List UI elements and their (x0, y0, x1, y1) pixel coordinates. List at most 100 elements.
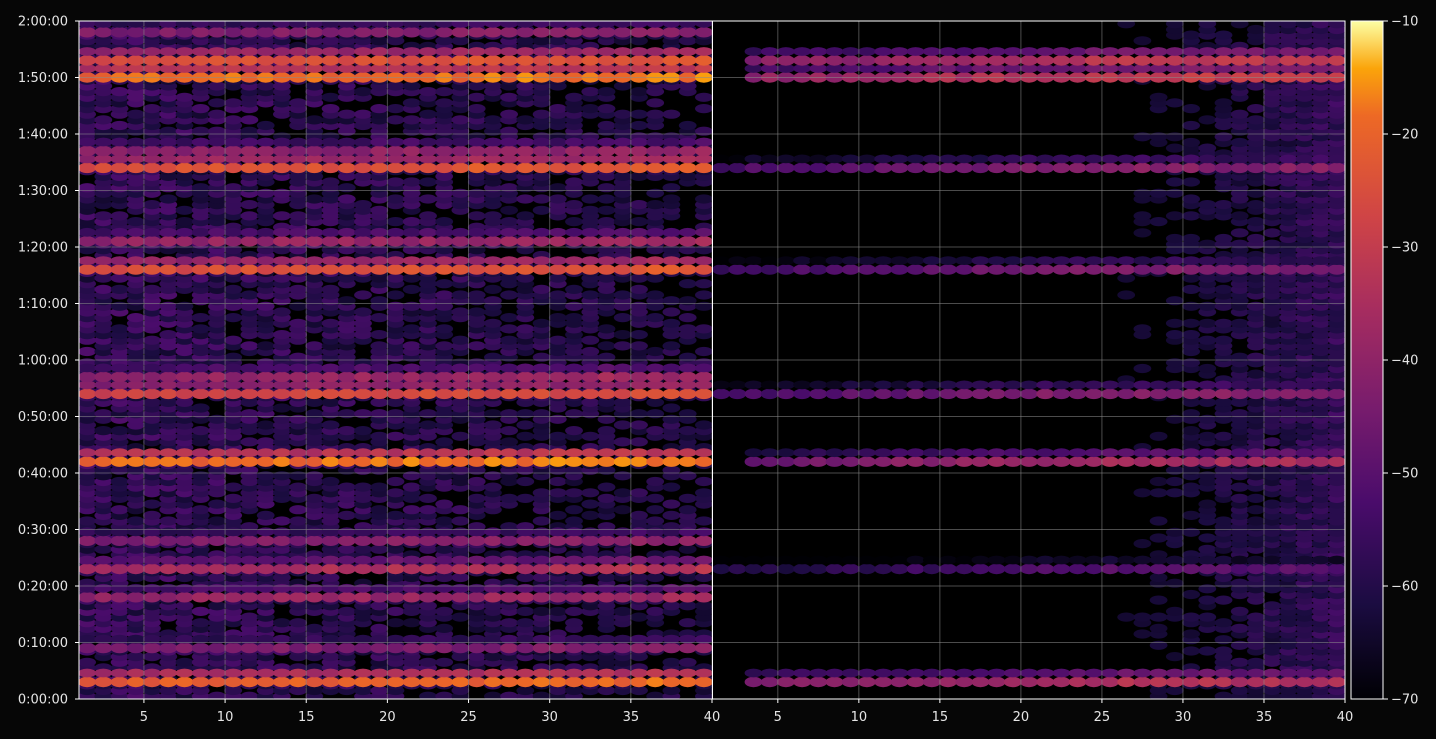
texture-cell (386, 194, 405, 204)
texture-cell (630, 612, 648, 622)
texture-cell (191, 426, 210, 436)
band-cell (191, 563, 210, 575)
texture-cell (581, 290, 600, 300)
band-halo-cell (678, 227, 697, 237)
texture-cell (1149, 572, 1168, 583)
texture-cell (305, 194, 324, 204)
band-cell (289, 55, 307, 66)
band-halo-cell (548, 363, 567, 373)
texture-cell (208, 516, 226, 526)
band-cell (354, 371, 372, 383)
texture-cell (370, 341, 389, 351)
band-halo-cell (191, 448, 210, 458)
band-halo-cell (500, 227, 518, 237)
texture-cell (1263, 601, 1281, 611)
texture-cell (451, 290, 470, 300)
band-cell (565, 162, 583, 174)
band-halo-cell (224, 256, 243, 265)
band-cell (613, 55, 632, 66)
band-halo-cell (630, 154, 648, 164)
band-cell (597, 642, 616, 654)
band-halo-cell (467, 527, 486, 537)
band-halo-cell (500, 363, 518, 373)
band-cell (678, 642, 697, 654)
band-halo-cell (516, 21, 535, 28)
band-halo-cell (435, 227, 454, 237)
band-halo-cell (273, 527, 291, 537)
band-halo-cell (175, 380, 194, 390)
band-halo-cell (256, 583, 275, 593)
band-cell (321, 388, 340, 400)
texture-cell (630, 341, 648, 351)
texture-cell (386, 606, 405, 617)
band-cell (94, 535, 113, 546)
texture-cell (273, 618, 291, 628)
band-halo-cell (695, 555, 712, 565)
band-halo-cell (646, 227, 665, 237)
band-cell (256, 264, 275, 275)
texture-cell (548, 36, 567, 46)
texture-cell (305, 341, 324, 351)
band-cell (256, 27, 275, 38)
band-cell (143, 642, 161, 654)
texture-cell (451, 516, 470, 526)
band-cell (175, 264, 194, 275)
band-halo-cell (678, 21, 697, 28)
band-halo-cell (516, 137, 535, 147)
band-halo-cell (695, 448, 712, 458)
band-halo-cell (581, 154, 600, 164)
band-cell (548, 162, 567, 174)
band-cell (695, 563, 712, 575)
band-cell (126, 145, 145, 157)
band-halo-cell (337, 21, 356, 28)
band-halo-cell (678, 668, 697, 678)
band-cell (256, 456, 275, 467)
band-cell (305, 592, 324, 603)
band-halo-cell (159, 21, 178, 28)
texture-cell (451, 572, 470, 583)
band-cell (467, 27, 486, 38)
texture-cell (224, 284, 243, 294)
band-halo-cell (354, 555, 372, 565)
band-cell (143, 388, 161, 400)
band-cell (354, 162, 372, 174)
band-halo-cell (337, 668, 356, 678)
band-halo-cell (581, 380, 600, 390)
band-cell (565, 145, 583, 157)
band-cell (79, 676, 96, 688)
band-halo-cell (305, 47, 324, 56)
band-cell (386, 642, 405, 654)
texture-cell (305, 493, 324, 503)
band-cell (321, 264, 340, 275)
band-cell (224, 371, 243, 383)
texture-cell (500, 335, 518, 345)
band-halo-cell (175, 227, 194, 237)
band-cell (305, 456, 324, 467)
band-halo-cell (532, 583, 551, 593)
band-halo-cell (419, 583, 437, 593)
texture-cell (386, 273, 405, 283)
texture-cell (256, 510, 275, 520)
band-halo-cell (630, 380, 648, 390)
band-cell (224, 642, 243, 654)
band-halo-cell (94, 634, 113, 644)
band-cell (126, 535, 145, 546)
band-halo-cell (240, 583, 259, 593)
band-cell (305, 388, 324, 400)
texture-cell (467, 211, 486, 221)
band-halo-cell (224, 47, 243, 56)
texture-cell (110, 426, 129, 436)
band-halo-cell (630, 363, 648, 373)
band-cell (256, 535, 275, 546)
texture-cell (110, 324, 129, 334)
texture-cell (565, 200, 583, 210)
band-halo-cell (646, 448, 665, 458)
texture-cell (695, 301, 712, 311)
band-cell (159, 456, 178, 467)
band-halo-cell (126, 448, 145, 458)
band-halo-cell (451, 363, 470, 373)
band-halo-cell (419, 668, 437, 678)
texture-cell (630, 437, 648, 447)
band-halo-cell (597, 154, 616, 164)
band-cell (386, 535, 405, 546)
